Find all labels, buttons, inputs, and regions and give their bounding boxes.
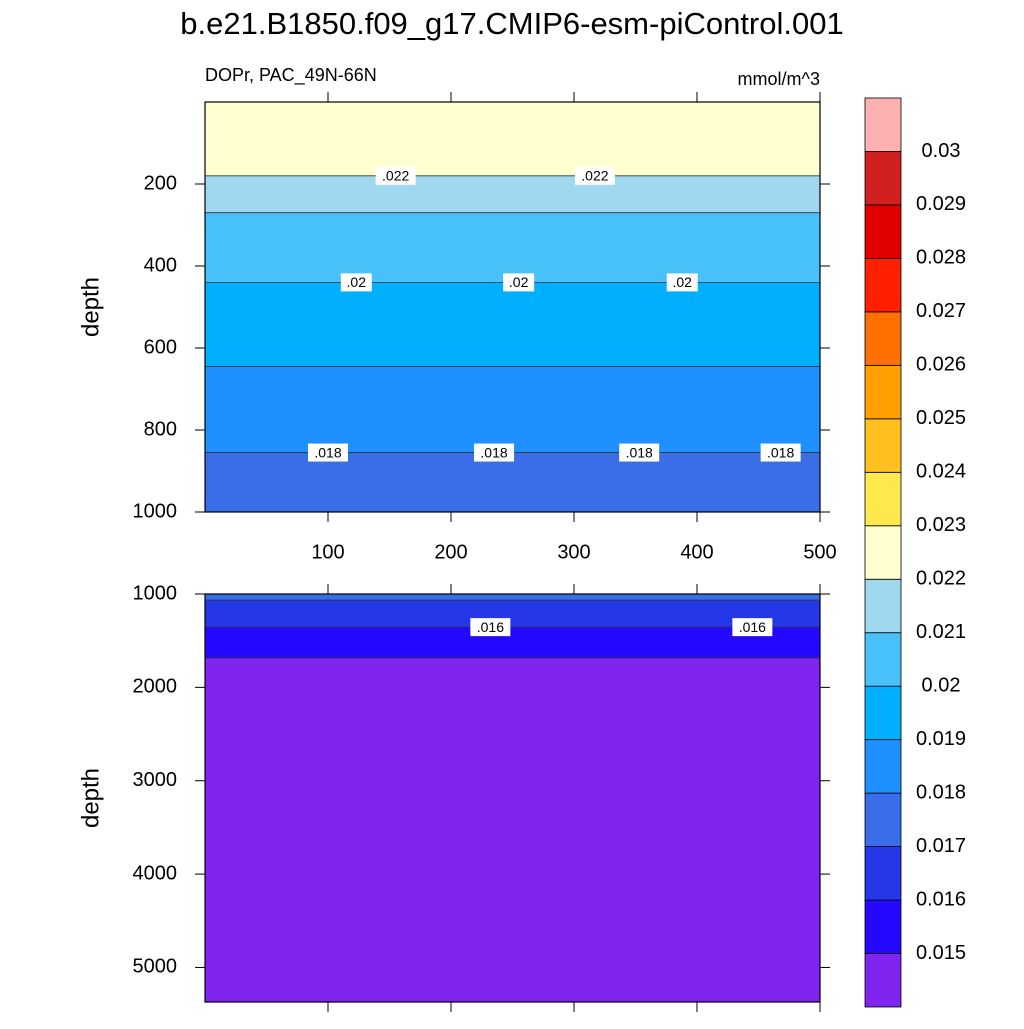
colorbar-label: 0.03	[922, 140, 961, 162]
contour-label: .016	[739, 619, 766, 635]
y-tick-label: 5000	[133, 956, 178, 978]
contour-band	[205, 627, 820, 658]
y-tick-label: 1000	[133, 582, 178, 604]
y-tick-label: 600	[144, 336, 177, 358]
subtitle-right: mmol/m^3	[738, 69, 820, 89]
contour-label-box	[308, 443, 348, 462]
colorbar-segment	[864, 525, 902, 580]
colorbar-label: 0.024	[916, 461, 966, 483]
y-axis-label: depth	[77, 768, 104, 828]
colorbar-label: 0.018	[916, 781, 966, 803]
subtitle-left: DOPr, PAC_49N-66N	[205, 65, 377, 86]
y-tick-label: 400	[144, 254, 177, 276]
y-tick-label: 800	[144, 418, 177, 440]
contour-band	[205, 594, 820, 601]
y-tick-label: 200	[144, 172, 177, 194]
contour-band	[205, 366, 820, 453]
colorbar-segment	[864, 578, 902, 634]
contour-label: .018	[767, 444, 794, 460]
colorbar-segment	[864, 953, 902, 1008]
colorbar-label: 0.028	[916, 247, 966, 269]
colorbar-label: 0.016	[916, 888, 966, 910]
colorbar-label: 0.023	[916, 514, 966, 536]
colorbar-label: 0.019	[916, 728, 966, 750]
colorbar-segment	[864, 204, 902, 259]
plot-frame	[204, 593, 821, 1003]
colorbar-label: 0.015	[916, 942, 966, 964]
colorbar-segment	[864, 792, 902, 847]
contour-label-box	[340, 273, 372, 292]
contour-band	[205, 452, 820, 512]
contour-label-box	[474, 443, 515, 462]
contour-label: .022	[581, 168, 608, 184]
colorbar-segment	[864, 258, 902, 313]
colorbar-label: 0.027	[916, 300, 966, 322]
contour-label: .018	[626, 444, 653, 460]
colorbar-segment	[864, 364, 902, 420]
contour-label: .02	[509, 274, 529, 290]
colorbar-label: 0.017	[916, 835, 966, 857]
colorbar-label: 0.029	[916, 193, 966, 215]
contour-band	[205, 175, 820, 213]
y-axis-label: depth	[77, 277, 104, 337]
contour-band	[205, 102, 820, 176]
contour-label: .018	[480, 444, 507, 460]
colorbar-segment	[864, 632, 902, 687]
contour-label: .018	[314, 444, 341, 460]
y-tick-label: 1000	[133, 500, 178, 522]
contour-band	[205, 282, 820, 367]
colorbar-label: 0.022	[916, 568, 966, 590]
y-tick-label: 2000	[133, 676, 178, 698]
x-tick-label: 200	[434, 541, 467, 563]
contour-label-box	[503, 273, 535, 292]
colorbar-label: 0.025	[916, 407, 966, 429]
colorbar-segment	[864, 899, 902, 954]
colorbar-segment	[864, 846, 902, 901]
contour-band	[205, 212, 820, 283]
colorbar-segment	[864, 151, 902, 206]
colorbar-label: 0.02	[922, 674, 961, 696]
colorbar-segment	[864, 311, 902, 366]
contour-label: .02	[347, 274, 367, 290]
contour-label-box	[470, 618, 511, 637]
contour-band	[205, 600, 820, 628]
colorbar-segment	[864, 97, 902, 152]
y-tick-label: 4000	[133, 862, 178, 884]
x-tick-label: 500	[803, 541, 836, 563]
y-tick-label: 3000	[133, 769, 178, 791]
contour-label-box	[619, 443, 660, 462]
colorbar-label: 0.026	[916, 354, 966, 376]
contour-label: .022	[382, 168, 409, 184]
x-tick-label: 300	[557, 541, 590, 563]
x-tick-label: 400	[680, 541, 713, 563]
colorbar-segment	[864, 685, 902, 741]
contour-label-box	[574, 166, 615, 185]
colorbar-segment	[864, 471, 902, 527]
plot-frame	[204, 101, 821, 513]
contour-label: .02	[673, 274, 693, 290]
contour-label: .016	[477, 619, 504, 635]
contour-band	[205, 657, 820, 1002]
contour-label-box	[375, 166, 416, 185]
contour-label-box	[732, 618, 773, 637]
x-tick-label: 100	[311, 541, 344, 563]
contour-label-box	[666, 273, 698, 292]
colorbar-segment	[864, 418, 902, 473]
contour-label-box	[760, 443, 801, 462]
colorbar-segment	[864, 739, 902, 794]
colorbar-label: 0.021	[916, 621, 966, 643]
figure-title: b.e21.B1850.f09_g17.CMIP6-esm-piControl.…	[180, 6, 843, 41]
